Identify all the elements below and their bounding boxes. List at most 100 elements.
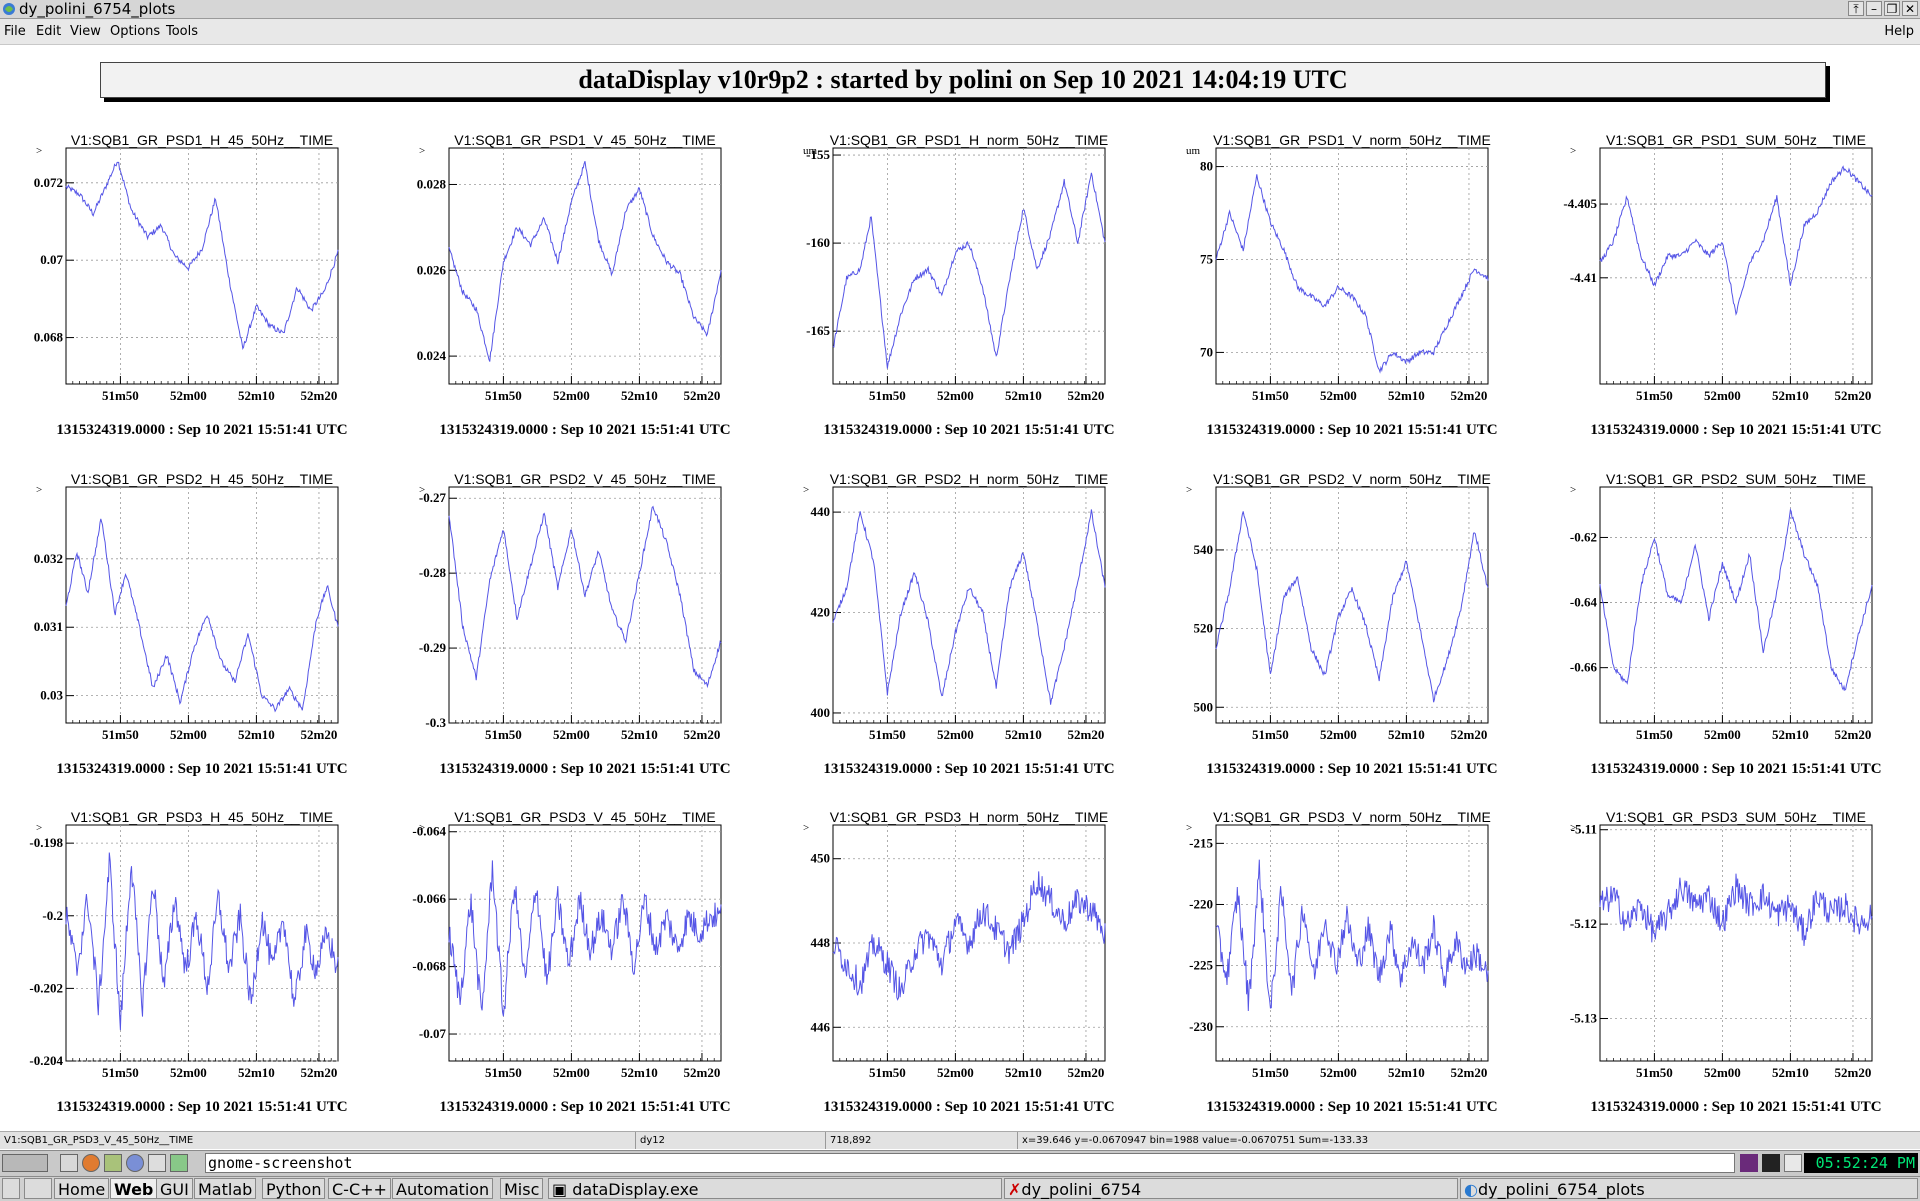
taskbar-web[interactable]: Web: [110, 1178, 158, 1199]
x-tick-label: 52m10: [1388, 1065, 1425, 1080]
status-object: V1:SQB1_GR_PSD3_V_45_50Hz__TIME: [0, 1132, 636, 1149]
series-line: [832, 509, 1106, 705]
plot-frame: [832, 147, 1106, 385]
y-axis-label: >: [1186, 484, 1192, 496]
chart-2[interactable]: V1:SQB1_GR_PSD1_V_45_50Hz__TIME 51m50 52m0…: [417, 132, 731, 438]
chart-13[interactable]: V1:SQB1_GR_PSD3_H_norm_50Hz__TIME 51m50 52…: [803, 809, 1115, 1115]
editor-icon[interactable]: [148, 1154, 166, 1172]
y-tick-label: 0.03: [40, 688, 63, 703]
chart-5[interactable]: V1:SQB1_GR_PSD1_SUM_50Hz__TIME 51m50 52m00…: [1563, 132, 1881, 438]
globe-icon[interactable]: [126, 1154, 144, 1172]
chart-7[interactable]: V1:SQB1_GR_PSD2_V_45_50Hz__TIME 51m50 52m0…: [419, 471, 731, 777]
x-tick-label: 52m20: [1835, 727, 1872, 742]
y-axis-label: >: [1570, 145, 1576, 157]
y-tick-label: -230: [1189, 1019, 1213, 1034]
chart-title: V1:SQB1_GR_PSD2_V_norm_50Hz__TIME: [1213, 471, 1491, 487]
y-axis-label: >: [1570, 822, 1576, 834]
menu-file[interactable]: File: [4, 24, 26, 39]
menu-view[interactable]: View: [70, 24, 101, 39]
task-dy-polini-plots[interactable]: ◐dy_polini_6754_plots: [1460, 1178, 1918, 1199]
chart-9[interactable]: V1:SQB1_GR_PSD2_V_norm_50Hz__TIME 51m50 52…: [1186, 471, 1498, 777]
chart-footer: 1315324319.0000 : Sep 10 2021 15:51:41 U…: [439, 422, 730, 438]
menu-help[interactable]: Help: [1884, 24, 1914, 39]
y-tick-label: -155: [806, 147, 830, 162]
taskbar-matlab[interactable]: Matlab: [194, 1178, 257, 1199]
x-tick-label: 52m10: [1005, 388, 1042, 403]
chart-15[interactable]: V1:SQB1_GR_PSD3_SUM_50Hz__TIME 51m50 52m00…: [1570, 809, 1882, 1115]
command-input[interactable]: gnome-screenshot: [205, 1153, 1735, 1173]
menu-logo-icon[interactable]: [2, 1154, 48, 1172]
chart-footer: 1315324319.0000 : Sep 10 2021 15:51:41 U…: [823, 1099, 1114, 1115]
series-line: [832, 172, 1106, 369]
mail-icon[interactable]: [1784, 1154, 1802, 1172]
chart-12[interactable]: V1:SQB1_GR_PSD3_V_45_50Hz__TIME 51m50 52m0…: [412, 809, 730, 1115]
network-monitor-icon: [1762, 1154, 1780, 1172]
workspace-icon[interactable]: [24, 1178, 52, 1199]
chart-3[interactable]: V1:SQB1_GR_PSD1_H_norm_50Hz__TIME 51m50 52…: [803, 132, 1115, 438]
plot-app-icon: ◐: [1464, 1180, 1478, 1199]
y-axis-label: >: [803, 484, 809, 496]
x-tick-label: 52m10: [238, 727, 275, 742]
y-tick-label: 520: [1194, 621, 1214, 636]
shade-icon[interactable]: ⤒: [1848, 1, 1864, 16]
taskbar-automation[interactable]: Automation: [392, 1178, 494, 1199]
status-pad: dy12: [636, 1132, 826, 1149]
plot-canvas[interactable]: dataDisplay v10r9p2 : started by polini …: [4, 48, 1916, 1128]
x-tick-label: 52m00: [1704, 388, 1741, 403]
x-tick-label: 52m00: [937, 1065, 974, 1080]
y-tick-label: -215: [1189, 835, 1213, 850]
chart-8[interactable]: V1:SQB1_GR_PSD2_H_norm_50Hz__TIME 51m50 52…: [803, 471, 1115, 777]
x-tick-label: 52m10: [1005, 727, 1042, 742]
maximize-icon[interactable]: ❐: [1884, 1, 1900, 16]
task-dy-polini[interactable]: ✗dy_polini_6754: [1004, 1178, 1458, 1199]
y-tick-label: 0.068: [34, 330, 64, 345]
series-line: [1599, 507, 1873, 692]
chart-11[interactable]: V1:SQB1_GR_PSD3_H_45_50Hz__TIME 51m50 52m0…: [29, 809, 347, 1115]
x-tick-label: 52m20: [301, 1065, 338, 1080]
app-icon: [3, 3, 15, 15]
close-icon[interactable]: ✕: [1902, 1, 1918, 16]
taskbar-c-cpp[interactable]: C-C++: [328, 1178, 391, 1199]
desktop-icon[interactable]: [2, 1178, 20, 1199]
x-tick-label: 52m10: [1772, 1065, 1809, 1080]
x-tick-label: 52m00: [553, 727, 590, 742]
firefox-icon[interactable]: [82, 1154, 100, 1172]
chart-title: V1:SQB1_GR_PSD3_H_45_50Hz__TIME: [71, 809, 333, 825]
x-tick-label: 51m50: [1252, 727, 1289, 742]
y-tick-label: -4.41: [1570, 270, 1597, 285]
task-datadisplay[interactable]: ▣ dataDisplay.exe: [548, 1178, 1002, 1199]
series-line: [65, 852, 339, 1031]
x-tick-label: 51m50: [1636, 727, 1673, 742]
y-tick-label: -5.12: [1570, 916, 1597, 931]
terminal-icon[interactable]: [60, 1154, 78, 1172]
taskbar-misc[interactable]: Misc: [500, 1178, 544, 1199]
series-line: [1215, 174, 1489, 374]
x-tick-label: 51m50: [485, 727, 522, 742]
chart-6[interactable]: V1:SQB1_GR_PSD2_H_45_50Hz__TIME 51m50 52m0…: [34, 471, 348, 777]
y-tick-label: -5.11: [1571, 822, 1597, 837]
x-tick-label: 52m10: [621, 388, 658, 403]
monitor-icon[interactable]: [170, 1154, 188, 1172]
menu-tools[interactable]: Tools: [166, 24, 199, 39]
menu-edit[interactable]: Edit: [36, 24, 62, 39]
taskbar-home[interactable]: Home: [54, 1178, 110, 1199]
plot-grid[interactable]: V1:SQB1_GR_PSD1_H_45_50Hz__TIME 51m50 52m0…: [4, 48, 1916, 1128]
taskbar-gui[interactable]: GUI: [156, 1178, 193, 1199]
x-tick-label: 52m20: [1068, 1065, 1105, 1080]
y-tick-label: 0.028: [417, 176, 447, 191]
chart-1[interactable]: V1:SQB1_GR_PSD1_H_45_50Hz__TIME 51m50 52m0…: [34, 132, 348, 438]
y-tick-label: 400: [811, 705, 831, 720]
chart-4[interactable]: V1:SQB1_GR_PSD1_V_norm_50Hz__TIME 51m50 52…: [1186, 132, 1498, 438]
minimize-icon[interactable]: –: [1866, 1, 1882, 16]
x-tick-label: 52m00: [1704, 1065, 1741, 1080]
settings-icon[interactable]: [104, 1154, 122, 1172]
y-tick-label: -0.27: [419, 490, 447, 505]
y-tick-label: 0.031: [34, 619, 63, 634]
taskbar-python[interactable]: Python: [262, 1178, 326, 1199]
taskbar: Home Web GUI Matlab Python C-C++ Automat…: [0, 1176, 1920, 1201]
menu-options[interactable]: Options: [110, 24, 161, 39]
chart-10[interactable]: V1:SQB1_GR_PSD2_SUM_50Hz__TIME 51m50 52m00…: [1570, 471, 1882, 777]
plot-frame: [1599, 486, 1873, 724]
x-tick-label: 52m00: [937, 727, 974, 742]
chart-14[interactable]: V1:SQB1_GR_PSD3_V_norm_50Hz__TIME 51m50 52…: [1186, 809, 1498, 1115]
